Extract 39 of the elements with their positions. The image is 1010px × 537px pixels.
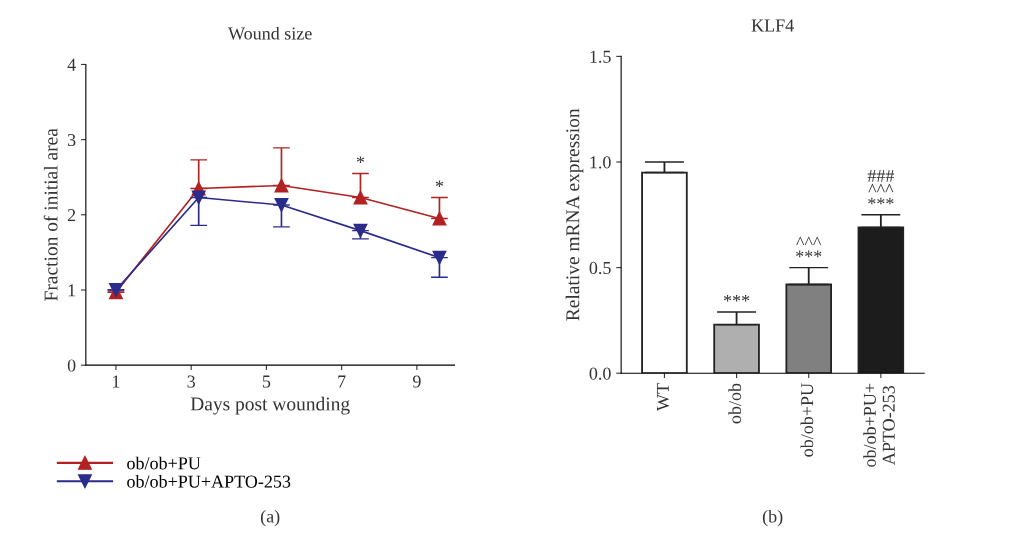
x-tick-label: ob/ob [728, 383, 742, 424]
y-tick-label: 2 [67, 209, 76, 222]
y-axis-title: Relative mRNA expression [565, 108, 584, 321]
x-tick-label: ob/ob+PU [800, 383, 814, 457]
y-tick-label: 4 [67, 58, 76, 71]
point [353, 190, 368, 205]
x-tick-label: 7 [338, 375, 346, 388]
text: (a) [260, 509, 280, 527]
x-tick-label: 1 [113, 375, 120, 388]
y-tick-label: 0.0 [589, 367, 611, 380]
y-tick-label: 0 [67, 359, 76, 372]
y-tick-label: 1.5 [590, 50, 611, 63]
point [353, 223, 368, 238]
chart-title: Wound size [228, 26, 312, 40]
text: (b) [762, 509, 783, 527]
x-tick-label: 3 [187, 375, 195, 388]
y-axis-title: Fraction of initial area [43, 128, 58, 301]
x-tick-label: WT [656, 383, 670, 411]
annotation: * [435, 180, 444, 188]
annotation: ### ^^^ *** [867, 170, 895, 205]
point [274, 198, 289, 212]
annotation: * [356, 156, 365, 164]
y-tick-label: 1 [68, 284, 76, 297]
point [432, 250, 447, 265]
legend-label: ob/ob+PU [127, 456, 201, 470]
x-tick-label: 9 [412, 375, 421, 388]
y-tick-label: 1.0 [590, 156, 611, 169]
annotation: ^^^ *** [796, 236, 822, 258]
annotation: *** [723, 294, 750, 302]
y-tick-label: 3 [67, 133, 76, 147]
x-tick-label: ob/ob+PU+ APTO-253 [863, 383, 895, 467]
legend-label: ob/ob+PU+APTO-253 [127, 474, 291, 488]
x-tick-label: 5 [262, 375, 271, 388]
chart-title: KLF4 [751, 19, 794, 32]
point [274, 178, 289, 193]
y-tick-label: 0.5 [589, 261, 611, 275]
point [432, 211, 447, 226]
point [191, 190, 206, 205]
x-axis-title: Days post wounding [190, 396, 350, 415]
